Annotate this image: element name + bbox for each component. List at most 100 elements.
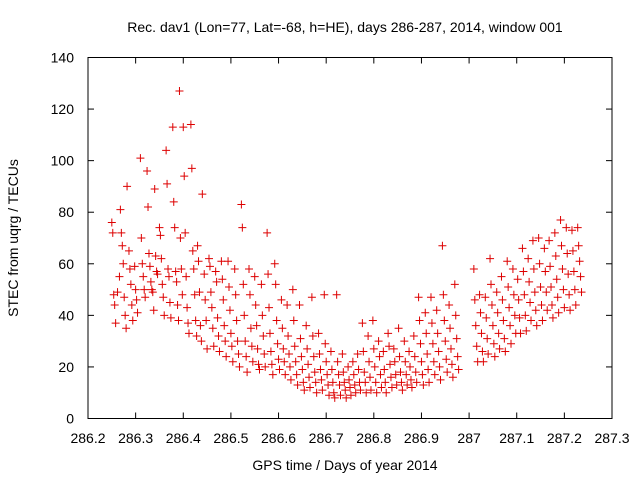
data-point [554,308,563,317]
data-point [115,272,124,281]
data-point [395,352,404,361]
data-point [107,218,116,227]
data-point [183,303,192,312]
data-point [495,344,504,353]
plot-frame [87,57,613,419]
data-point [298,365,307,374]
data-point [289,316,298,325]
x-tick-label: 286.2 [70,430,105,446]
data-point [332,290,341,299]
data-point [245,264,254,273]
data-point [515,313,524,322]
data-point [498,295,507,304]
data-point [225,306,234,315]
data-point [570,285,579,294]
data-point [509,290,518,299]
data-point [164,264,173,273]
data-point [302,321,311,330]
data-point [279,344,288,353]
data-point [369,344,378,353]
data-point [190,290,199,299]
data-point [315,350,324,359]
data-point [197,337,206,346]
data-point [110,301,119,310]
data-point [304,360,313,369]
data-point [241,337,250,346]
data-point [389,344,398,353]
data-point [540,244,549,253]
data-point [125,264,134,273]
data-point [438,241,447,250]
data-point [379,347,388,356]
y-tick-label: 60 [58,256,74,272]
data-point [111,319,120,328]
data-point [521,311,530,320]
data-point [560,303,569,312]
data-point [232,316,241,325]
data-point [284,331,293,340]
data-point [530,288,539,297]
data-point [133,308,142,317]
x-tick-label: 286.9 [404,430,439,446]
data-point [122,324,131,333]
data-point [328,378,337,387]
data-point [208,324,217,333]
data-point [159,293,168,302]
data-point [303,344,312,353]
data-point [258,311,267,320]
data-point [421,308,430,317]
data-point [364,331,373,340]
data-point [538,316,547,325]
data-point [487,301,496,310]
data-point [566,306,575,315]
x-tick-label: 286.5 [213,430,248,446]
data-point [453,352,462,361]
data-point [506,321,515,330]
data-point [451,311,460,320]
data-point [348,357,357,366]
data-point [128,316,137,325]
data-point [435,362,444,371]
data-point [145,262,154,271]
data-point [277,295,286,304]
data-point [296,334,305,343]
data-point [173,301,182,310]
data-point [518,244,527,253]
data-point [371,378,380,387]
data-point [325,391,334,400]
data-point [340,378,349,387]
y-tick-label: 140 [51,50,75,66]
data-point [202,316,211,325]
data-point [227,342,236,351]
data-point [416,339,425,348]
x-tick-label: 287 [457,430,481,446]
data-point [225,282,234,291]
data-point [338,350,347,359]
data-point [446,344,455,353]
data-point [291,357,300,366]
data-point [224,257,233,266]
data-point [118,241,127,250]
data-point [270,259,279,268]
data-point [212,277,221,286]
data-point [516,329,525,338]
data-point [127,301,136,310]
data-point [469,264,478,273]
data-point [541,267,550,276]
data-point [203,344,212,353]
data-point [472,342,481,351]
data-point [573,223,582,232]
data-point [299,378,308,387]
data-point [394,324,403,333]
data-point [562,223,571,232]
data-point [339,368,348,377]
data-point [260,350,269,359]
data-point [504,282,513,291]
data-point [120,293,129,302]
data-point [478,347,487,356]
data-point [346,383,354,392]
data-point [335,380,344,389]
data-point [543,306,552,315]
data-point [281,370,290,379]
data-point [274,355,283,364]
